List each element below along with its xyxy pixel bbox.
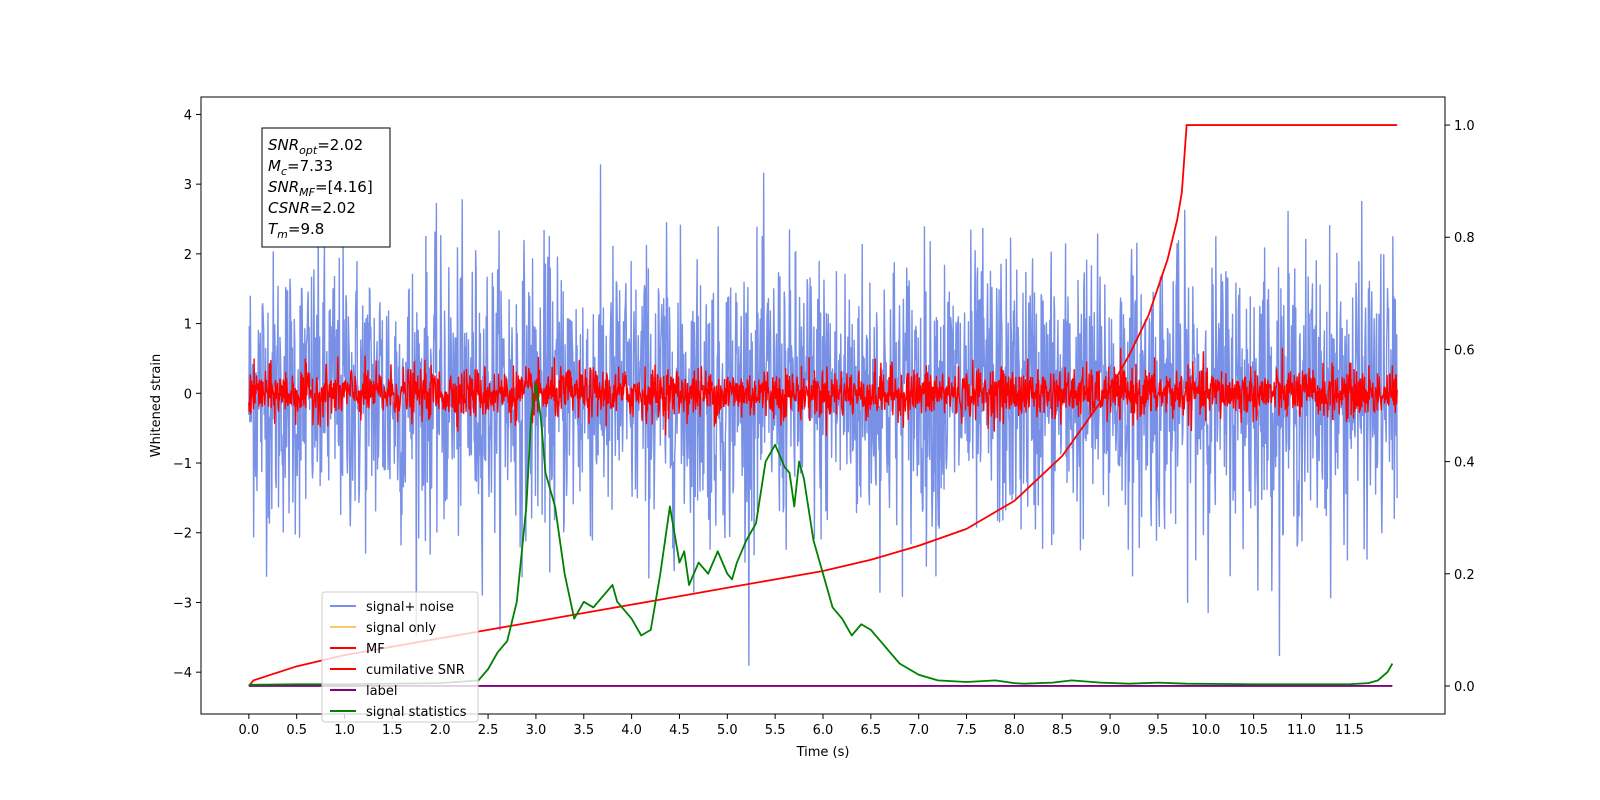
y-left-tick-label: −1 [173,457,192,472]
info-symbol: T [268,220,279,238]
series-signal-statistics [248,382,1394,686]
axes-layer: 0.0 0.5 1.0 1.5 2.0 2.5 3.0 3.5 4.0 4.5 5.0 5.5 6.0 6… [149,96,1475,760]
x-tick-label: 2.0 [430,723,451,738]
info-value: =[4.16] [315,178,373,196]
series-mf [248,347,1398,437]
x-tick-label: 0.5 [286,723,307,738]
info-value: =7.33 [287,157,333,175]
y-left-tick-label: 0 [184,387,192,402]
x-tick-label: 5.5 [765,723,786,738]
info-value: =2.02 [317,136,363,154]
info-value: =2.02 [310,199,356,217]
x-tick-label: 1.0 [334,723,355,738]
info-symbol: SNR [268,178,299,196]
legend-label: MF [366,642,385,657]
info-symbol: SNR [268,136,299,154]
x-tick-label: 6.0 [813,723,834,738]
y-right-tick-label: 0.6 [1454,343,1475,358]
x-tick-label: 11.5 [1335,723,1364,738]
y-left-tick-label: −4 [173,666,192,681]
y-axis-title: Whitened strain [149,354,164,457]
legend-label: signal+ noise [366,600,454,615]
y-left-tick-label: −3 [173,596,192,611]
x-tick-label: 11.0 [1287,723,1316,738]
info-box: SNRopt=2.02Mc=7.33SNRMF=[4.16]CSNR=2.02T… [261,127,391,248]
info-subscript: m [277,228,288,241]
x-tick-label: 9.5 [1148,723,1169,738]
info-subscript: MF [299,186,315,199]
y-right-tick-label: 1.0 [1454,119,1475,134]
x-tick-label: 8.0 [1004,723,1025,738]
x-axis-title: Time (s) [796,745,850,760]
y-left-tick-label: 4 [184,108,192,123]
legend-label: label [366,684,397,699]
legend-label: signal only [366,621,436,636]
x-tick-label: 8.5 [1052,723,1073,738]
x-tick-label: 1.5 [382,723,403,738]
x-tick-label: 5.0 [717,723,738,738]
info-box-frame [261,127,391,248]
x-tick-label: 0.0 [239,723,260,738]
x-tick-label: 7.0 [908,723,929,738]
info-line: CSNR=2.02 [268,199,356,217]
x-tick-label: 4.5 [669,723,690,738]
x-tick-label: 9.0 [1100,723,1121,738]
x-tick-label: 6.5 [861,723,882,738]
info-subscript: c [281,165,287,178]
legend-frame [321,591,479,723]
info-line: Mc=7.33 [268,157,333,178]
x-tick-label: 10.0 [1191,723,1220,738]
info-value: =9.8 [288,220,324,238]
info-symbol: CSNR [268,199,310,217]
info-line: SNRMF=[4.16] [268,178,373,199]
y-left-tick-label: 3 [184,178,192,193]
x-tick-label: 4.0 [621,723,642,738]
x-tick-label: 10.5 [1239,723,1268,738]
info-subscript: opt [299,144,318,157]
x-tick-label: 3.5 [573,723,594,738]
legend-label: signal statistics [366,705,467,720]
y-left-tick-label: −2 [173,527,192,542]
y-right-tick-label: 0.2 [1454,568,1475,583]
y-right-tick-label: 0.8 [1454,231,1475,246]
x-tick-label: 3.0 [526,723,547,738]
y-right-tick-label: 0.0 [1454,680,1475,695]
x-tick-label: 2.5 [478,723,499,738]
legend: signal+ noise signal only MF cumilative SNR… [321,591,479,723]
y-left-tick-label: 1 [184,318,192,333]
info-symbol: M [268,157,281,175]
y-left-tick-label: 2 [184,248,192,263]
legend-label: cumilative SNR [366,663,465,678]
x-tick-label: 7.5 [956,723,977,738]
info-line: SNRopt=2.02 [268,136,363,157]
info-line: Tm=9.8 [268,220,324,241]
y-right-tick-label: 0.4 [1454,456,1475,471]
